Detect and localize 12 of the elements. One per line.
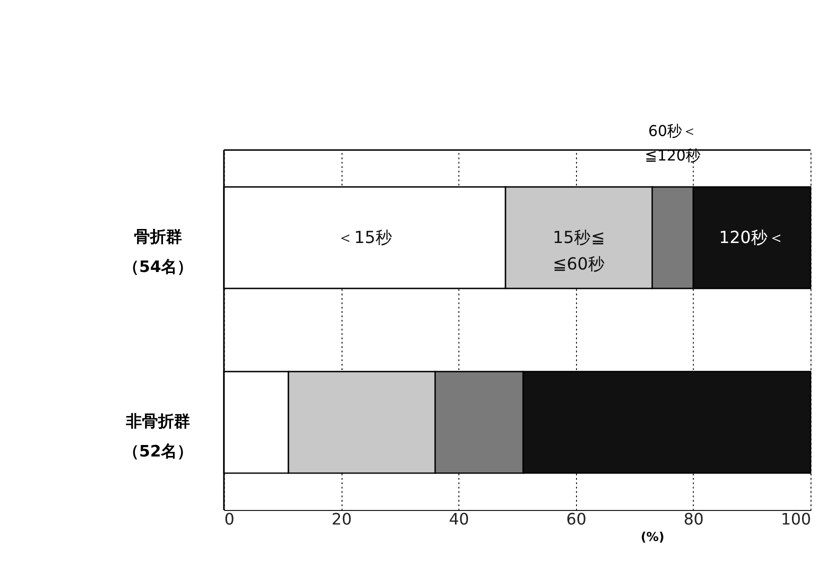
x-tick-label: 100 <box>780 510 811 529</box>
x-tick-label: 60 <box>566 510 586 529</box>
x-axis-title: (%) <box>640 530 664 544</box>
series-label: 15秒≦≦60秒 <box>552 228 605 274</box>
x-tick-label: 80 <box>684 510 704 529</box>
series-label: 120秒＜ <box>718 228 785 247</box>
y-tick-label: 非骨折群（52名） <box>123 412 194 461</box>
x-tick-label: 20 <box>332 510 352 529</box>
x-tick-label: 40 <box>448 510 470 529</box>
x-tick-label: 0 <box>224 510 234 529</box>
y-tick-label: 骨折群（54名） <box>123 227 194 276</box>
series-label: ＜15秒 <box>337 228 392 247</box>
